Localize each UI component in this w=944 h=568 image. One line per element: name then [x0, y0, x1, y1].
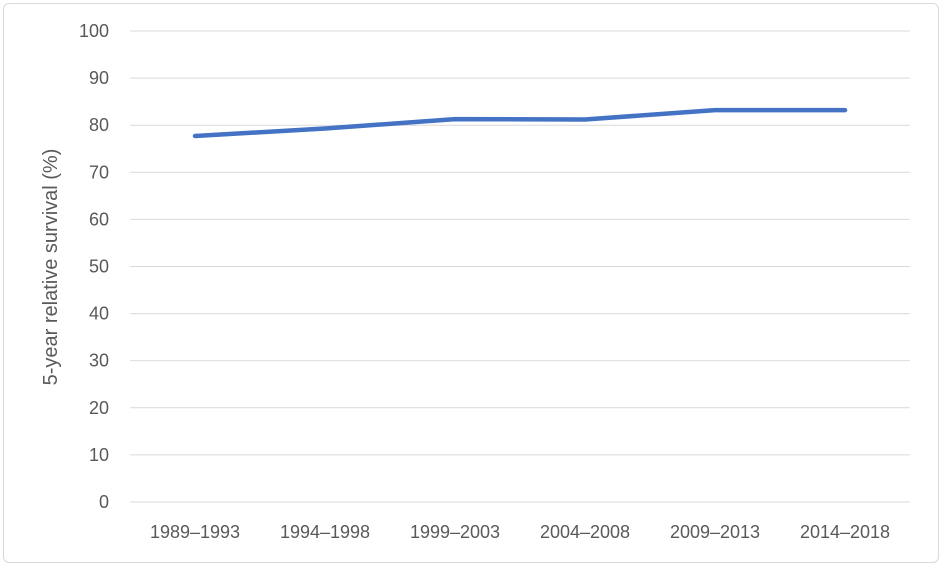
y-tick-label: 20	[89, 398, 109, 418]
y-axis-title: 5-year relative survival (%)	[40, 149, 62, 386]
y-tick-label: 40	[89, 304, 109, 324]
x-tick-label: 2009–2013	[670, 522, 760, 542]
x-tick-label: 2014–2018	[800, 522, 890, 542]
chart-frame	[3, 3, 939, 563]
x-tick-label: 1989–1993	[150, 522, 240, 542]
y-tick-label: 10	[89, 445, 109, 465]
y-tick-label: 70	[89, 162, 109, 182]
x-tick-label: 2004–2008	[540, 522, 630, 542]
y-tick-label: 30	[89, 351, 109, 371]
y-tick-label: 90	[89, 68, 109, 88]
gridlines	[130, 30, 910, 503]
series-group	[192, 107, 848, 139]
x-tick-label: 1994–1998	[280, 522, 370, 542]
y-axis-ticks: 0 10 20 30 40 50 60 70 80 90 100	[79, 21, 109, 512]
y-tick-label: 0	[99, 492, 109, 512]
series-line-0	[192, 107, 848, 139]
x-tick-label: 1999–2003	[410, 522, 500, 542]
y-tick-label: 50	[89, 257, 109, 277]
x-axis-ticks: 1989–1993 1994–1998 1999–2003 2004–2008 2009…	[150, 522, 890, 542]
y-tick-label: 80	[89, 115, 109, 135]
y-tick-label: 60	[89, 209, 109, 229]
y-tick-label: 100	[79, 21, 109, 41]
